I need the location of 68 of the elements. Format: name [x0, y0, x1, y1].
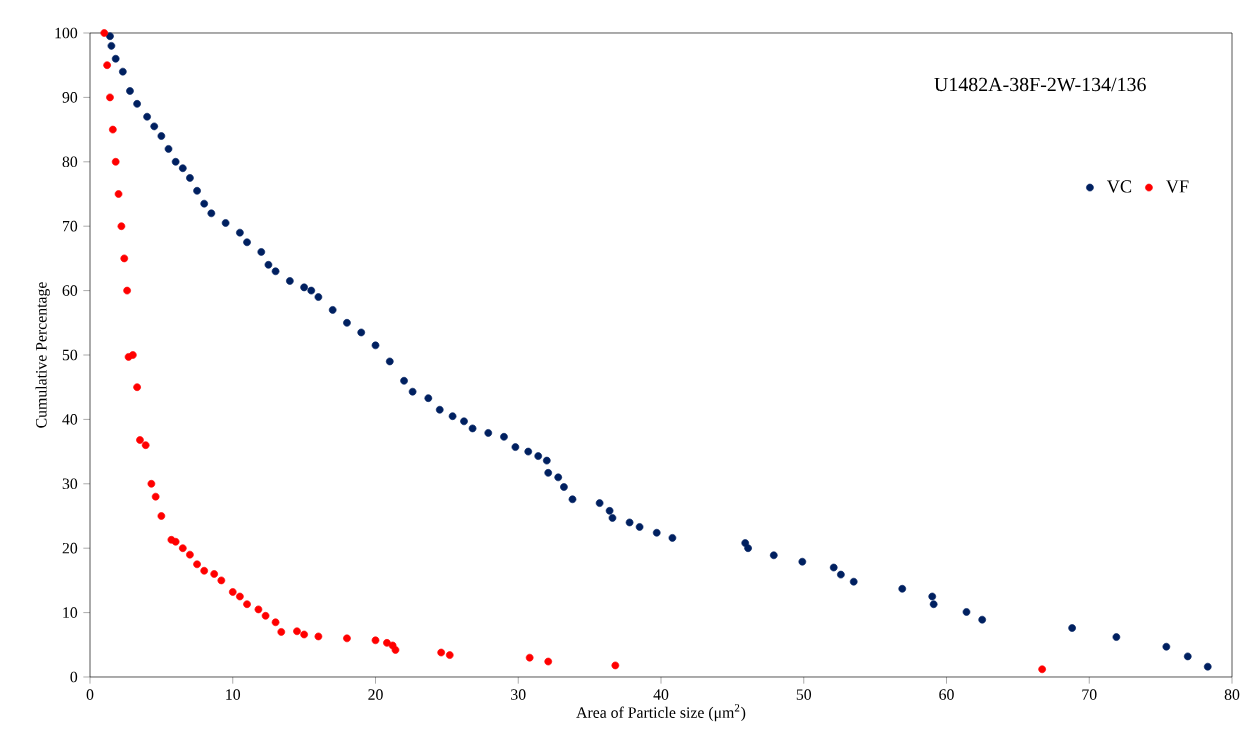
point — [217, 576, 226, 585]
point — [210, 570, 219, 578]
point — [193, 560, 201, 569]
legend-label: VF — [1165, 180, 1189, 193]
point — [611, 661, 620, 670]
x-tick-label: 20 — [368, 689, 383, 700]
x-tick-label: 80 — [1224, 689, 1240, 700]
y-tick-label: 60 — [62, 285, 78, 296]
y-tick-label: 90 — [62, 92, 78, 103]
point — [254, 605, 263, 614]
point — [445, 651, 454, 659]
point — [120, 254, 129, 263]
annotation: U1482A-38F-2W-134/136 — [934, 77, 1146, 92]
y-tick-label: 20 — [62, 542, 78, 554]
y-tick-label: 0 — [70, 671, 78, 683]
point — [186, 550, 194, 559]
point — [103, 61, 111, 70]
point — [171, 537, 180, 546]
point — [437, 648, 445, 657]
point — [261, 611, 270, 620]
x-tick-label: 40 — [653, 689, 669, 700]
point — [391, 646, 400, 654]
point — [117, 222, 126, 231]
point — [277, 628, 286, 636]
point — [157, 512, 166, 520]
y-tick-label: 10 — [63, 607, 78, 618]
legend-label: VC — [1106, 180, 1132, 193]
x-tick-label: 50 — [796, 689, 812, 700]
y-tick-label: 80 — [62, 156, 78, 168]
y-axis-title: Cumulative Percentage — [35, 282, 50, 428]
y-tick-label: 50 — [62, 349, 78, 361]
point — [228, 588, 237, 596]
point — [178, 544, 187, 553]
point — [123, 286, 131, 295]
point — [525, 653, 534, 662]
point — [383, 639, 391, 647]
point — [151, 492, 160, 501]
point — [111, 157, 120, 166]
x-tick-label: 30 — [511, 689, 526, 700]
point — [200, 566, 209, 575]
point — [271, 618, 280, 627]
point — [147, 479, 156, 488]
point — [109, 125, 117, 134]
point — [1038, 665, 1046, 674]
y-tick-label: 70 — [63, 220, 78, 232]
y-tick-label: 40 — [62, 414, 78, 425]
point — [141, 441, 150, 449]
x-tick-label: 0 — [86, 689, 94, 700]
point — [293, 627, 301, 636]
x-tick-label: 70 — [1082, 689, 1097, 700]
point — [243, 600, 251, 609]
x-axis-title: Area of Particle size (μm$^{2}$) — [576, 704, 746, 722]
point — [106, 93, 114, 102]
point — [343, 634, 351, 643]
point — [236, 592, 244, 601]
y-tick-label: 30 — [62, 478, 78, 490]
point — [314, 632, 323, 641]
x-tick-label: 10 — [226, 689, 241, 700]
point — [371, 636, 380, 645]
point — [100, 29, 109, 37]
point — [133, 383, 141, 392]
point — [128, 351, 137, 359]
point — [114, 190, 123, 198]
point — [136, 436, 144, 444]
point — [544, 657, 553, 666]
x-tick-label: 60 — [939, 689, 954, 700]
y-tick-label: 100 — [55, 27, 78, 39]
point — [300, 630, 308, 639]
